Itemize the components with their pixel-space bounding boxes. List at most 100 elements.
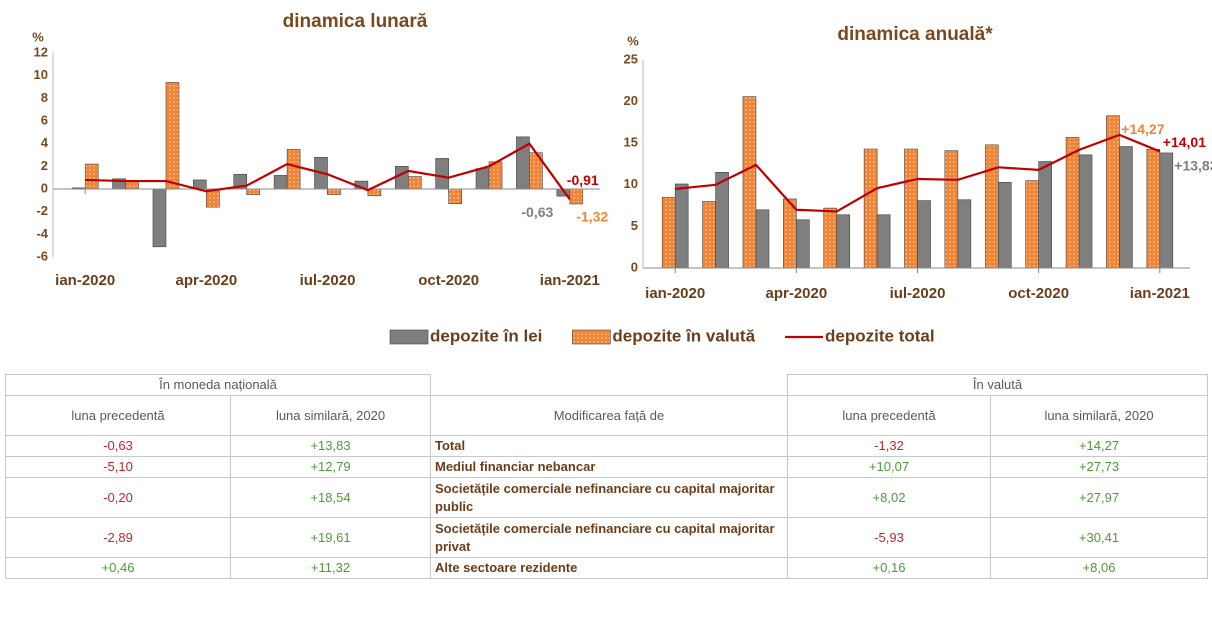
- y-axis-label: %: [627, 33, 639, 48]
- y-tick-label: 20: [624, 93, 638, 108]
- header-cell: luna precedentă: [787, 395, 991, 436]
- bar: [1146, 148, 1161, 269]
- data-label: -1,32: [576, 209, 608, 225]
- value-cell: +0,16: [787, 557, 991, 579]
- value-cell: -5,93: [787, 517, 991, 558]
- y-tick-label: 6: [41, 112, 48, 127]
- bar: [1065, 137, 1080, 269]
- y-tick-label: 10: [34, 67, 48, 82]
- group-header: În valută: [787, 374, 1208, 396]
- table-row: -5,10 +12,79 Mediul financiar nebancar +10,…: [5, 456, 1208, 478]
- header-cell: luna similară, 2020: [990, 395, 1208, 436]
- y-tick-label: 8: [41, 90, 48, 105]
- value-cell: +19,61: [230, 517, 431, 558]
- bar: [273, 175, 288, 190]
- x-tick-label: oct-2020: [1008, 285, 1069, 302]
- bar: [327, 188, 341, 195]
- x-tick-label: ian-2021: [540, 272, 600, 289]
- y-tick-label: -2: [36, 203, 48, 218]
- data-label: +14,01: [1163, 134, 1206, 150]
- bar: [957, 199, 972, 269]
- header-cell: luna precedentă: [5, 395, 231, 436]
- bar: [984, 144, 999, 269]
- legend-label: depozite total: [825, 326, 935, 345]
- row-label: Mediul financiar nebancar: [430, 456, 788, 478]
- row-label: Societățile comerciale nefinanciare cu c…: [430, 477, 788, 518]
- value-cell: -0,63: [5, 435, 231, 457]
- y-tick-label: 12: [34, 44, 48, 59]
- value-cell: +11,32: [230, 557, 431, 579]
- chart-title: dinamica lunară: [283, 11, 428, 32]
- value-cell: -0,20: [5, 477, 231, 518]
- x-tick-label: iul-2020: [300, 272, 356, 289]
- x-tick-label: iul-2020: [890, 285, 946, 302]
- bar: [674, 183, 689, 269]
- bar: [796, 219, 810, 269]
- value-cell: +8,02: [787, 477, 991, 518]
- data-label: -0,63: [521, 204, 553, 220]
- bar: [876, 214, 891, 269]
- bar: [1025, 180, 1039, 269]
- x-tick-label: ian-2021: [1130, 285, 1190, 302]
- y-tick-label: 0: [41, 180, 48, 195]
- value-cell: +13,83: [230, 435, 431, 457]
- bar: [448, 188, 462, 205]
- y-tick-label: 15: [624, 135, 638, 150]
- y-tick-label: -6: [36, 248, 48, 263]
- value-cell: +27,97: [990, 477, 1208, 518]
- bar: [152, 188, 167, 248]
- bar: [904, 148, 918, 269]
- bar: [246, 188, 261, 195]
- y-axis-label: %: [32, 29, 44, 44]
- header-cell: luna similară, 2020: [230, 395, 431, 436]
- bar: [394, 166, 409, 190]
- y-tick-label: 5: [631, 218, 638, 233]
- bar: [702, 201, 716, 269]
- x-tick-label: ian-2020: [645, 285, 705, 302]
- bar: [783, 198, 797, 269]
- data-label: +13,83: [1174, 158, 1212, 174]
- value-cell: +8,06: [990, 557, 1208, 579]
- bar: [917, 200, 931, 269]
- table-row: -0,20 +18,54 Societățile comerciale nefina…: [5, 477, 1208, 518]
- bar: [286, 149, 301, 190]
- value-cell: +18,54: [230, 477, 431, 518]
- bar: [475, 168, 490, 190]
- bar: [755, 209, 770, 269]
- value-cell: +12,79: [230, 456, 431, 478]
- y-tick-label: 10: [624, 176, 638, 191]
- bar: [944, 150, 959, 269]
- y-tick-label: 25: [624, 51, 638, 66]
- value-cell: +10,07: [787, 456, 991, 478]
- legend-label: depozite în lei: [430, 326, 542, 345]
- value-cell: +30,41: [990, 517, 1208, 558]
- bar: [1159, 152, 1174, 269]
- group-header: În moneda națională: [5, 374, 431, 396]
- bar: [836, 214, 851, 269]
- bar: [997, 182, 1012, 269]
- y-tick-label: 4: [41, 135, 49, 150]
- bar: [435, 158, 449, 190]
- bar: [1078, 154, 1093, 269]
- table-row: -2,89 +19,61 Societățile comerciale nefina…: [5, 517, 1208, 558]
- x-tick-label: apr-2020: [765, 285, 827, 302]
- y-tick-label: 0: [631, 259, 638, 274]
- charts: dinamica lunară% -6 -4 -2 0 2 4 6 8 10 12 ian-2020 a…: [32, 11, 1212, 345]
- chart-title: dinamica anuală*: [837, 24, 993, 45]
- data-label: +14,27: [1121, 121, 1164, 137]
- row-label: Total: [430, 435, 788, 457]
- bar: [125, 180, 139, 190]
- x-tick-label: oct-2020: [418, 272, 479, 289]
- line: [675, 133, 1161, 213]
- x-tick-label: apr-2020: [175, 272, 237, 289]
- data-label: -0,91: [567, 172, 599, 188]
- bar: [407, 176, 422, 190]
- bar: [863, 148, 878, 269]
- y-tick-label: -4: [36, 226, 48, 241]
- table-row: +0,46 +11,32 Alte sectoare rezidente +0,16 +…: [5, 557, 1208, 579]
- y-tick-label: 2: [41, 158, 48, 173]
- bar: [661, 196, 676, 269]
- bar: [1038, 161, 1052, 269]
- legend-label: depozite în valută: [612, 326, 755, 345]
